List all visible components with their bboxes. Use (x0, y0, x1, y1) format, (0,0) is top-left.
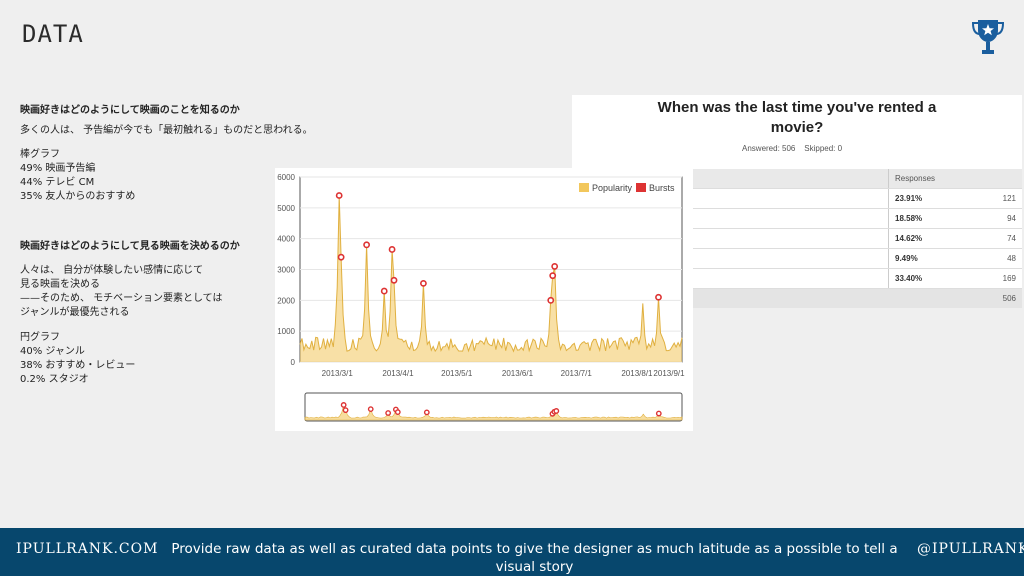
navigator-burst-point (385, 410, 392, 416)
popularity-line (299, 195, 683, 353)
section-2-line: ——そのため、 モチベーション要素としては (20, 293, 223, 304)
navigator-burst-point (423, 409, 430, 416)
x-tick-label: 2013/4/1 (382, 369, 414, 378)
x-tick-label: 2013/6/1 (502, 369, 534, 378)
total-count: 506 (961, 288, 1022, 308)
navigator-area (304, 403, 683, 421)
pct-cell: 33.40% (888, 268, 961, 289)
survey-question: When was the last time you've rented a m… (657, 99, 937, 136)
trophy-icon (972, 20, 1004, 54)
legend: Popularity Bursts (579, 183, 675, 193)
section-2-line: 見る映画を決める (20, 279, 100, 290)
responses-header: Responses (888, 169, 1022, 189)
burst-point[interactable] (549, 272, 557, 280)
x-tick-label: 2013/5/1 (441, 369, 473, 378)
section-1: 映画好きはどのようにして映画のことを知るのか 多くの人は、 予告編が今でも「最初… (20, 104, 313, 204)
section-2-line: 円グラフ (20, 332, 60, 343)
answered-count: Answered: 506 (742, 144, 796, 153)
legend-swatch-bursts (636, 183, 646, 192)
burst-point[interactable] (380, 287, 388, 295)
pct-cell: 14.62% (888, 228, 961, 249)
survey-meta: Answered: 506 Skipped: 0 (742, 144, 842, 153)
section-1-heading: 映画好きはどのようにして映画のことを知るのか (20, 105, 240, 116)
navigator-burst-point (367, 406, 374, 413)
navigator-burst-point (340, 402, 347, 408)
navigator-burst-point (655, 410, 662, 417)
count-cell: 74 (961, 228, 1022, 249)
section-1-line: 棒グラフ (20, 149, 60, 160)
burst-point[interactable] (551, 263, 559, 270)
burst-point[interactable] (390, 276, 398, 284)
y-tick-label: 0 (291, 358, 296, 367)
x-tick-label: 2013/7/1 (561, 369, 593, 378)
popularity-area (300, 195, 682, 362)
navigator-frame (304, 392, 683, 422)
page-title: DATA (22, 20, 84, 48)
x-tick-label: 2013/9/1 (653, 369, 685, 378)
count-cell: 94 (961, 208, 1022, 229)
section-2-line: 人々は、 自分が体験したい感情に応じて (20, 265, 204, 276)
section-2-heading: 映画好きはどのようにして見る映画を決めるのか (20, 241, 240, 252)
count-cell: 48 (961, 248, 1022, 269)
grid-lines (300, 176, 682, 363)
navigator-burst-point (553, 408, 560, 414)
section-2-line: 0.2% スタジオ (20, 374, 89, 385)
y-ticks: 0 1000 2000 3000 4000 5000 6000 (277, 173, 295, 367)
section-2: 映画好きはどのようにして見る映画を決めるのか 人々は、 自分が体験したい感情に応… (20, 240, 240, 387)
burst-point[interactable] (337, 253, 345, 261)
skipped-count: Skipped: 0 (804, 144, 843, 153)
burst-point[interactable] (363, 241, 371, 249)
chart-svg: 0 1000 2000 3000 4000 5000 6000 2013/3/1 2013/4… (277, 173, 685, 422)
y-tick-label: 3000 (277, 266, 295, 275)
section-2-line: 38% おすすめ・レビュー (20, 360, 136, 371)
section-1-line: 44% テレビ CM (20, 177, 95, 188)
burst-point[interactable] (388, 246, 396, 253)
footer-brand-left[interactable]: IPULLRANK.COM (16, 541, 159, 557)
x-ticks: 2013/3/1 2013/4/1 2013/5/1 2013/6/1 2013/7/1… (322, 369, 685, 378)
section-1-line: 49% 映画予告編 (20, 163, 96, 174)
pct-cell: 23.91% (888, 188, 961, 209)
navigator-burst-point (394, 409, 401, 416)
burst-point[interactable] (547, 296, 555, 304)
footer-brand-right[interactable]: @IPULLRANK (917, 541, 1024, 557)
legend-bursts: Bursts (649, 183, 675, 193)
burst-points (335, 192, 662, 304)
navigator-bursts (340, 402, 662, 417)
popularity-chart: 0 1000 2000 3000 4000 5000 6000 2013/3/1 2013/4… (275, 168, 693, 431)
y-tick-label: 2000 (277, 296, 295, 305)
pct-cell: 9.49% (888, 248, 961, 269)
footer-caption: Provide raw data as well as curated data… (171, 541, 898, 575)
y-tick-label: 4000 (277, 235, 295, 244)
section-2-line: 40% ジャンル (20, 346, 85, 357)
burst-point[interactable] (655, 293, 662, 301)
y-tick-label: 1000 (277, 327, 295, 336)
legend-popularity: Popularity (592, 183, 633, 193)
burst-point[interactable] (335, 192, 343, 199)
section-2-line: ジャンルが最優先される (20, 307, 130, 318)
x-tick-label: 2013/8/1 (621, 369, 653, 378)
count-cell: 169 (961, 268, 1022, 289)
y-tick-label: 6000 (277, 173, 295, 182)
y-tick-label: 5000 (277, 204, 295, 213)
legend-swatch-popularity (579, 183, 589, 192)
pct-cell: 18.58% (888, 208, 961, 229)
burst-point[interactable] (420, 279, 427, 287)
x-tick-label: 2013/3/1 (322, 369, 354, 378)
section-1-line: 35% 友人からのおすすめ (20, 191, 136, 202)
count-cell: 121 (961, 188, 1022, 209)
section-1-subtext: 多くの人は、 予告編が今でも「最初触れる」ものだと思われる。 (20, 125, 313, 136)
footer-bar: IPULLRANK.COM Provide raw data as well a… (0, 528, 1024, 576)
navigator-burst-point (342, 407, 349, 414)
